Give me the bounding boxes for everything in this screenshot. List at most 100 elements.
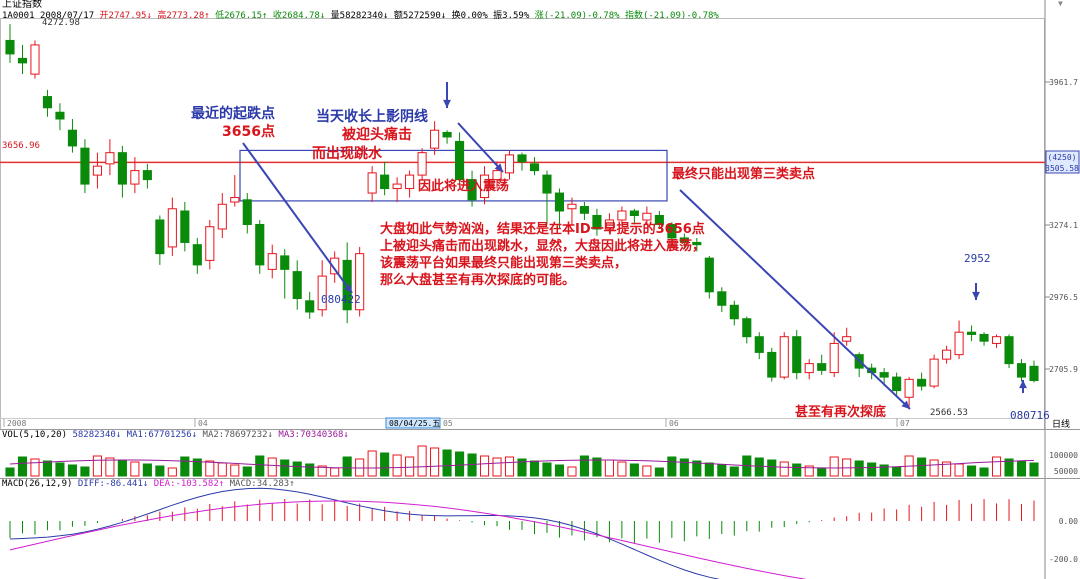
volume-value: 量58282340↓	[330, 11, 389, 21]
annotation-paragraph: 大盘如此气势汹汹，结果还是在本ID一早提示的3656点 上被迎头痛击而出现跳水，…	[380, 221, 705, 289]
candle-body	[92, 165, 102, 176]
stock-code: 1A0001	[2, 11, 35, 21]
cursor-date-box	[385, 417, 441, 429]
volume-bar	[867, 462, 877, 477]
volume-bar	[5, 467, 15, 477]
candle-body	[517, 154, 527, 163]
volume-bar	[604, 459, 614, 477]
candle-body	[42, 96, 53, 109]
ohlc-header: 1A0001 2008/07/17 开2747.95↓ 高2773.28↑ 低2…	[2, 11, 719, 21]
volume-bar	[717, 464, 727, 477]
candle-body	[779, 336, 789, 378]
annotation-bottom-retest: 甚至有再次探底	[795, 405, 887, 420]
trend-arrow-3	[679, 189, 911, 410]
volume-bar	[442, 449, 452, 477]
annotation-oscillation: 因此将进入震荡	[418, 179, 510, 194]
candle-body	[729, 304, 739, 320]
volume-bar	[342, 456, 352, 477]
volume-bar	[80, 466, 90, 477]
volume-bar	[504, 456, 515, 477]
annotation-shadow-candle: 当天收长上影阴线	[316, 109, 428, 125]
volume-bar	[430, 447, 440, 477]
volume-bar	[330, 467, 340, 477]
volume-bar	[817, 467, 827, 477]
volume-bar	[617, 461, 627, 477]
candle-body	[654, 215, 664, 225]
volume-bar	[542, 462, 552, 477]
candle-body	[667, 223, 677, 239]
candle-body	[442, 131, 452, 138]
volume-bar	[567, 466, 577, 477]
volume-bar	[642, 465, 652, 477]
volume-bar	[167, 467, 177, 477]
candle-body	[330, 257, 340, 275]
volume-bar	[267, 457, 277, 477]
volume-bar	[754, 457, 764, 477]
candle-body	[180, 210, 190, 243]
high-value: 高2773.28↑	[157, 11, 210, 21]
candle-body	[542, 174, 552, 194]
candle-body	[142, 170, 152, 181]
volume-bar	[579, 455, 589, 477]
paragraph-line-4: 那么大盘甚至有再次探底的可能。	[380, 273, 576, 288]
candle-body	[991, 336, 1002, 344]
volume-bar	[479, 455, 490, 477]
date-label: 05	[443, 419, 453, 428]
right-tick-label: 3961.7	[1049, 78, 1078, 87]
volume-bar	[130, 461, 140, 477]
candle-body	[554, 192, 565, 212]
annotation-hit: 被迎头痛击	[342, 127, 412, 143]
volume-bar	[792, 463, 802, 477]
vol-tick-label: 100000	[1049, 451, 1078, 460]
candle-body	[5, 39, 15, 55]
scroll-marker: ▼	[1058, 0, 1063, 8]
volume-bar	[67, 464, 77, 477]
label-2566: 2566.53	[930, 408, 968, 418]
volume-bar	[205, 460, 215, 477]
volume-bar	[954, 463, 964, 477]
candle-body	[792, 336, 802, 374]
candle-body	[492, 170, 502, 181]
volume-bar	[117, 459, 127, 477]
candle-body	[1029, 365, 1039, 382]
paragraph-line-1: 大盘如此气势汹汹，结果还是在本ID一早提示的3656点	[380, 222, 705, 237]
volume-bar	[667, 456, 677, 477]
annotation-dive: 而出现跳水	[312, 146, 382, 162]
candle-body	[405, 174, 415, 190]
volume-bar	[991, 456, 1002, 477]
annotation-start-point: 最近的起跌点	[191, 106, 275, 122]
volume-bar	[654, 467, 664, 477]
candle-body	[679, 237, 689, 243]
volume-bar	[492, 457, 502, 477]
volume-bar	[405, 456, 415, 477]
change-value: 涨(-21.09)-0.78%	[534, 11, 620, 21]
candle-body	[904, 378, 914, 398]
vol-ma1: MA1:67701256↓	[126, 430, 198, 440]
trend-arrow-1-head	[344, 284, 352, 293]
volume-bar	[280, 459, 290, 477]
vol-value: 58282340↓	[72, 430, 122, 440]
candle-body	[717, 291, 727, 306]
volume-bar	[30, 458, 40, 477]
candle-body	[167, 208, 177, 248]
volume-bar	[729, 466, 739, 477]
period-label: 日线	[1052, 418, 1070, 430]
macd-name: MACD(26,12,9)	[2, 479, 73, 489]
label-080422: 080422	[321, 293, 361, 306]
volume-bar	[917, 457, 927, 477]
candle-body	[55, 111, 65, 120]
volume-bar	[767, 459, 777, 477]
candle-body	[817, 363, 827, 371]
volume-bar	[629, 463, 639, 477]
trend-arrow-2	[457, 122, 504, 173]
annotation-third-sell: 最终只能出现第三类卖点	[672, 167, 816, 182]
volume-bar	[180, 456, 190, 477]
macd-dea-line	[9, 500, 807, 579]
current-price-box	[1045, 150, 1080, 174]
candle-body	[892, 376, 902, 392]
candle-body	[567, 203, 577, 210]
candle-body	[267, 253, 277, 270]
candle-body	[17, 57, 28, 64]
volume-bar	[455, 451, 465, 477]
